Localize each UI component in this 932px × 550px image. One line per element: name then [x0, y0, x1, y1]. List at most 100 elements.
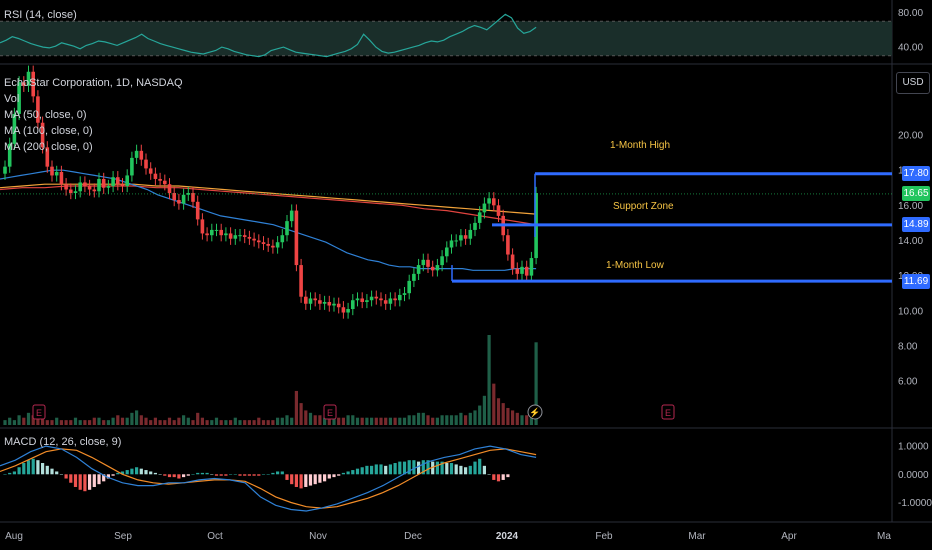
- candle-body: [515, 268, 520, 274]
- volume-bar: [459, 412, 463, 425]
- candle-body: [238, 235, 242, 237]
- candle-body: [200, 219, 205, 234]
- rsi-legend[interactable]: RSI (14, close): [4, 9, 77, 21]
- rsi-axis-tick: 80.00: [898, 8, 923, 19]
- volume-bar: [506, 407, 510, 425]
- candle-body: [167, 184, 172, 194]
- volume-bar: [252, 420, 256, 425]
- macd-histogram-bar: [69, 474, 73, 483]
- volume-bar: [26, 412, 31, 425]
- volume-bar: [205, 420, 209, 425]
- volume-bar: [224, 420, 228, 425]
- candle-body: [106, 185, 111, 188]
- annotation-support-zone: Support Zone: [613, 201, 674, 212]
- candle-body: [17, 82, 21, 114]
- dividend-marker[interactable]: [527, 404, 543, 420]
- macd-legend[interactable]: MACD (12, 26, close, 9): [4, 436, 122, 448]
- macd-histogram-bar: [374, 464, 378, 475]
- symbol-legend[interactable]: EchoStar Corporation, 1D, NASDAQ: [4, 77, 183, 89]
- ma200-legend[interactable]: MA (200, close, 0): [4, 141, 93, 153]
- macd-histogram-bar: [83, 474, 87, 492]
- vol-legend[interactable]: Vol: [4, 93, 20, 105]
- volume-bar: [379, 417, 383, 425]
- earnings-marker[interactable]: [323, 404, 337, 420]
- ma100-legend[interactable]: MA (100, close, 0): [4, 125, 93, 137]
- candle-body: [87, 185, 92, 190]
- candle-body: [205, 233, 209, 236]
- volume-bar: [525, 415, 529, 425]
- volume-bar: [478, 405, 482, 425]
- macd-histogram-bar: [506, 474, 510, 478]
- axes: EEE⚡20.0018.0016.0014.0012.0010.008.006.…: [5, 8, 932, 542]
- ma50-legend[interactable]: MA (50, close, 0): [4, 109, 87, 121]
- candle-body: [294, 210, 299, 266]
- volume-bar: [120, 417, 125, 425]
- macd-histogram-bar: [78, 474, 82, 490]
- rsi-pane[interactable]: [0, 13, 892, 58]
- volume-bar: [313, 415, 317, 425]
- volume-bar: [41, 417, 45, 425]
- macd-pane[interactable]: [0, 445, 537, 512]
- volume-bar: [163, 420, 167, 425]
- volume-bar: [73, 417, 78, 425]
- macd-histogram-bar: [360, 467, 364, 475]
- macd-histogram-bar: [191, 474, 195, 475]
- time-axis-tick: Mar: [688, 531, 706, 542]
- earnings-icon: E: [36, 408, 42, 418]
- volume-bar: [426, 415, 430, 425]
- candle-body: [336, 303, 341, 308]
- macd-histogram-bar: [276, 471, 280, 475]
- volume-bar: [374, 417, 378, 425]
- candle-body: [346, 309, 350, 313]
- candle-body: [266, 243, 270, 246]
- macd-histogram-bar: [172, 474, 176, 478]
- candle-body: [280, 235, 285, 243]
- candle-body: [496, 205, 501, 216]
- volume-bar: [445, 415, 449, 425]
- macd-histogram-bar: [73, 474, 78, 487]
- currency-button[interactable]: USD: [896, 72, 930, 94]
- earnings-marker[interactable]: [32, 404, 46, 420]
- candle-body: [120, 184, 125, 186]
- macd-histogram-bar: [435, 461, 439, 475]
- price-axis-tick: 14.00: [898, 236, 923, 247]
- macd-histogram-bar: [106, 474, 110, 479]
- macd-histogram-bar: [55, 471, 59, 475]
- candle-body: [97, 178, 101, 192]
- candle-body: [360, 298, 364, 302]
- candle-body: [459, 235, 463, 241]
- volume-bar: [327, 417, 331, 425]
- volume-bar: [299, 403, 303, 425]
- macd-histogram-bar: [468, 465, 472, 475]
- volume-bar: [177, 417, 181, 425]
- volume-bar: [280, 417, 284, 425]
- volume-bar: [384, 417, 388, 425]
- candle-body: [40, 122, 45, 148]
- time-axis-tick: Feb: [595, 531, 613, 542]
- macd-histogram-bar: [327, 474, 331, 479]
- macd-histogram-bar: [22, 463, 26, 475]
- price-pane[interactable]: [0, 65, 892, 319]
- candle-body: [191, 193, 195, 202]
- macd-histogram-bar: [285, 474, 289, 480]
- candle-body: [69, 189, 73, 194]
- candle-body: [181, 194, 186, 204]
- candle-body: [435, 265, 440, 271]
- macd-histogram-bar: [337, 474, 341, 476]
- candle-body: [158, 178, 162, 181]
- volume-bar: [247, 420, 251, 425]
- volume-bar: [69, 420, 73, 425]
- macd-histogram-bar: [478, 458, 482, 475]
- candle-body: [308, 298, 313, 304]
- candle-body: [506, 235, 510, 255]
- earnings-marker[interactable]: [661, 404, 675, 420]
- price-axis-tick: 6.00: [898, 377, 918, 388]
- macd-histogram-bar: [487, 474, 491, 475]
- macd-histogram-bar: [280, 471, 284, 475]
- candle-body: [134, 150, 139, 158]
- volume-bar: [186, 417, 190, 425]
- macd-histogram-bar: [88, 474, 92, 490]
- candle-body: [468, 229, 473, 239]
- candle-body: [92, 189, 97, 192]
